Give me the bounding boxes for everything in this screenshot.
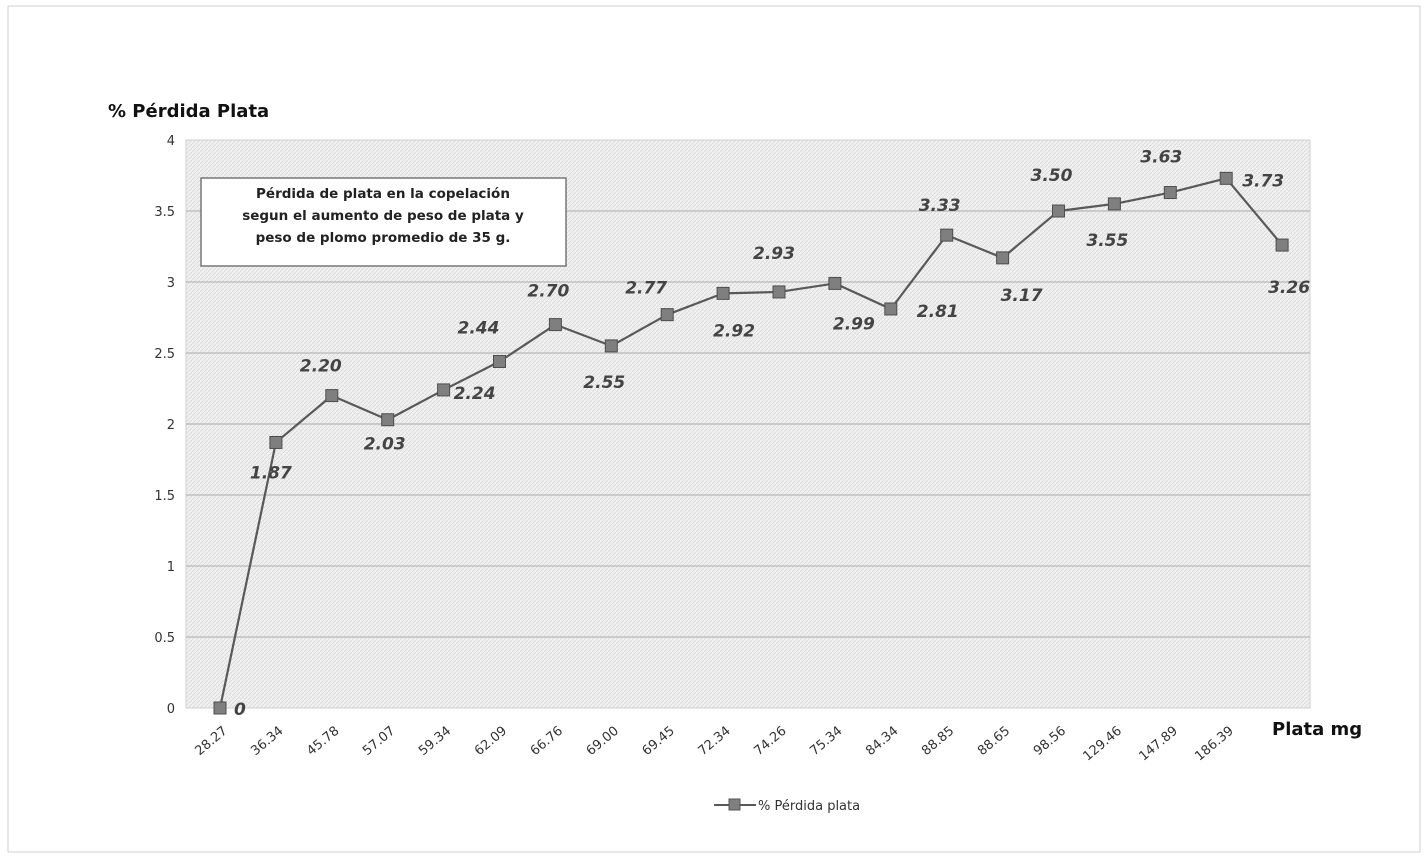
x-tick-label: 36.34 [248, 724, 286, 759]
y-tick-label: 3 [167, 276, 175, 291]
annotation-line: peso de plomo promedio de 35 g. [256, 230, 511, 246]
data-label: 2.20 [300, 357, 342, 377]
y-tick-label: 1.5 [154, 489, 175, 504]
x-tick-label: 88.85 [919, 724, 957, 759]
x-tick-label: 186.39 [1192, 724, 1236, 765]
data-label: 3.17 [1001, 286, 1043, 306]
data-label: 3.26 [1268, 278, 1310, 298]
legend-marker-icon [728, 798, 741, 811]
y-tick-label: 0.5 [154, 631, 175, 646]
data-label: 2.99 [833, 314, 875, 334]
data-label: 2.92 [713, 321, 755, 341]
data-point [996, 251, 1010, 265]
data-label: 2.81 [917, 302, 959, 322]
x-tick-label: 57.07 [360, 724, 398, 759]
x-tick-label: 62.09 [472, 724, 510, 759]
data-point [940, 228, 954, 242]
data-point [604, 339, 618, 353]
data-label: 1.87 [250, 463, 292, 483]
x-tick-label: 45.78 [304, 724, 342, 759]
series-line [218, 177, 1283, 709]
data-point [269, 435, 283, 449]
data-point [660, 308, 674, 322]
series-line-group [218, 177, 1283, 709]
x-tick-label: 69.45 [640, 724, 678, 759]
y-tick-label: 3.5 [154, 205, 175, 220]
y-tick-label: 2 [167, 418, 175, 433]
x-tick-label: 84.34 [863, 724, 901, 759]
data-point [828, 276, 842, 290]
data-label: 2.03 [364, 435, 406, 455]
x-tick-label: 147.89 [1136, 724, 1180, 765]
x-tick-label: 72.34 [696, 724, 734, 759]
x-tick-label: 28.27 [192, 724, 230, 759]
legend: % Pérdida plata [714, 798, 860, 814]
x-tick-label: 75.34 [807, 724, 845, 759]
data-point [1052, 204, 1065, 218]
x-tick-label: 59.34 [416, 724, 454, 759]
data-label: 2.93 [753, 244, 795, 264]
y-tick-label: 2.5 [154, 347, 175, 362]
data-point [213, 701, 227, 715]
data-label: 3.55 [1086, 231, 1128, 251]
data-point [1219, 171, 1233, 185]
x-axis-title: Plata mg [1272, 719, 1362, 740]
annotation-line: Pérdida de plata en la copelación [256, 186, 510, 202]
annotation-box: Pérdida de plata en la copelación segun … [200, 177, 567, 267]
legend-label: % Pérdida plata [758, 799, 860, 814]
data-label: 2.24 [454, 384, 496, 404]
data-point [772, 285, 786, 299]
data-point [884, 302, 898, 316]
x-tick-label: 66.76 [528, 724, 566, 759]
data-label: 0 [234, 700, 246, 720]
data-label: 3.50 [1031, 166, 1073, 186]
data-label: 3.73 [1242, 171, 1284, 191]
series-markers [213, 171, 1289, 715]
data-point [548, 318, 562, 332]
data-point [1275, 238, 1289, 252]
data-label: 2.77 [625, 279, 667, 299]
data-point [493, 355, 506, 369]
x-tick-label: 98.56 [1031, 724, 1069, 759]
y-axis-title: % Pérdida Plata [108, 101, 269, 122]
y-tick-label: 0 [167, 702, 175, 717]
y-tick-label: 4 [167, 134, 175, 149]
x-tick-label: 129.46 [1080, 724, 1124, 765]
data-point [437, 383, 451, 397]
page-border [7, 5, 1421, 853]
data-label: 2.44 [458, 319, 500, 339]
data-point [325, 389, 339, 403]
y-tick-label: 1 [167, 560, 175, 575]
data-point [716, 286, 730, 300]
x-axis-ticks: 28.27 36.34 45.78 57.07 59.34 62.09 66.76 69.00… [192, 724, 1236, 765]
data-point [1163, 186, 1177, 200]
data-label: 2.55 [583, 373, 625, 393]
annotation-line: segun el aumento de peso de plata y [242, 208, 524, 224]
x-tick-label: 88.65 [975, 724, 1013, 759]
data-label: 3.63 [1140, 148, 1182, 168]
x-tick-label: 74.26 [751, 724, 789, 759]
data-point [381, 413, 395, 427]
data-labels: 0 1.87 2.20 2.03 2.24 2.44 2.70 2.55 2.77 2.92 2.9… [234, 148, 1310, 720]
x-tick-label: 69.00 [584, 724, 622, 759]
data-label: 2.70 [527, 282, 569, 302]
data-label: 3.33 [919, 196, 961, 216]
y-axis-ticks: 0 0.5 1 1.5 2 2.5 3 3.5 4 [154, 134, 175, 717]
data-point [1107, 197, 1121, 211]
